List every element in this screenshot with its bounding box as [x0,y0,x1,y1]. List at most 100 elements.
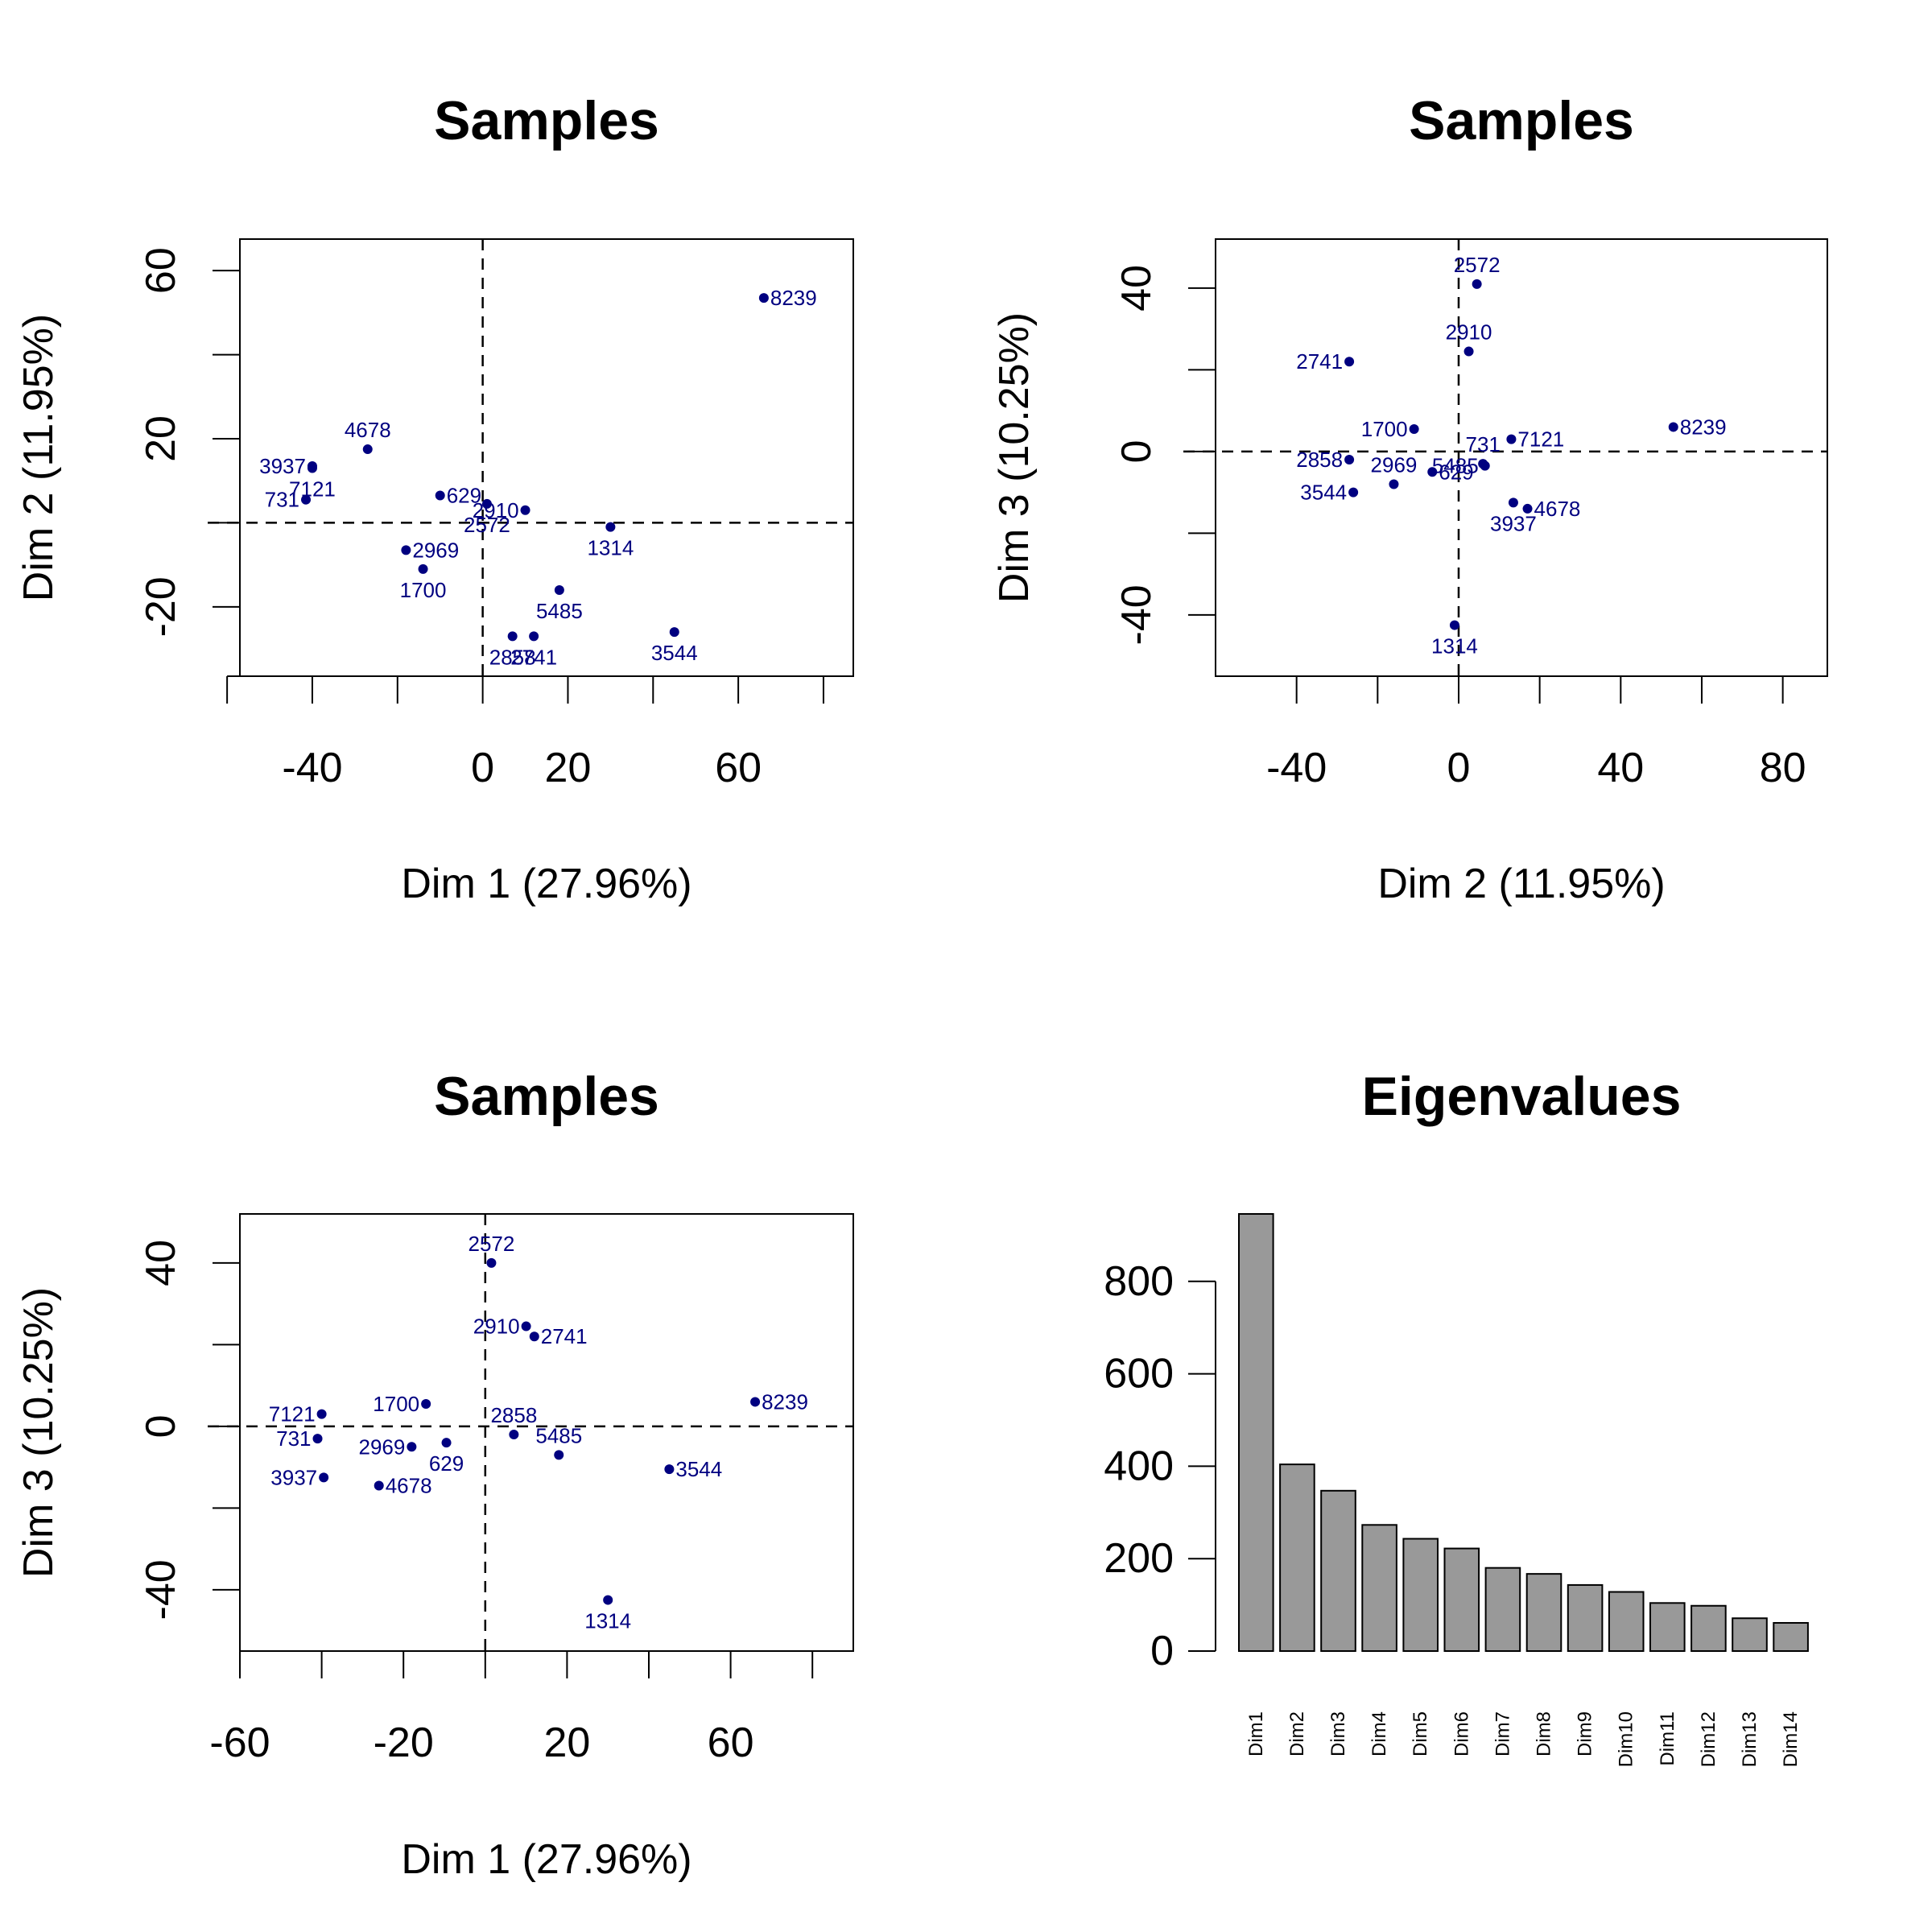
point-label: 731 [276,1426,311,1451]
point-label: 8239 [1680,415,1727,439]
bar-dim7 [1484,1567,1521,1653]
point-label: 7121 [1517,427,1564,452]
x-axis-label: Dim 1 (27.96%) [401,861,691,907]
y-tick-label: -40 [1113,584,1160,645]
y-tick-label: 800 [1104,1258,1174,1305]
bar-dim6 [1443,1547,1480,1653]
point-label: 7121 [289,477,336,502]
point-2741 [529,631,539,642]
y-tick-label: 0 [1150,1628,1174,1674]
y-axis-label: Dim 3 (10.25%) [991,312,1038,603]
y-tick-label: 0 [138,1414,184,1438]
point-3544 [669,627,679,638]
point-1700 [421,1398,431,1409]
point-2858 [1344,455,1355,465]
x-category-label: Dim8 [1534,1711,1555,1757]
x-category-label: Dim6 [1451,1711,1472,1757]
point-3937 [1508,497,1518,508]
point-1700 [1409,423,1419,434]
x-tick-label: -40 [282,745,342,791]
point-label: 1700 [400,578,447,602]
point-731 [301,494,312,505]
scatter-panel-1: Samples Dim 1 (27.96%) Dim 2 (11.95%) -40 0 2… [15,90,854,907]
point-1700 [418,564,428,574]
y-axis-label: Dim 2 (11.95%) [15,314,62,601]
point-label: 1700 [373,1392,419,1416]
point-label: 3544 [1300,481,1347,505]
x-category-label: Dim2 [1286,1711,1308,1757]
x-category-label: Dim1 [1245,1711,1267,1757]
point-8239 [1668,422,1678,432]
x-tick-label: 0 [471,745,494,791]
point-2858 [509,1430,519,1440]
x-category-label: Dim7 [1492,1711,1513,1757]
point-label: 5485 [536,599,583,623]
bar-dim10 [1608,1591,1645,1653]
bar-dim13 [1732,1617,1768,1653]
bar-dim5 [1402,1538,1439,1653]
point-1314 [603,1595,613,1605]
point-label: 2572 [1454,253,1501,277]
x-tick-label: 80 [1760,745,1806,791]
x-category-label: Dim14 [1780,1711,1802,1767]
y-tick-label: 40 [1113,265,1160,312]
point-3937 [319,1472,329,1483]
x-tick-label: 0 [1447,745,1471,791]
point-label: 2969 [412,538,459,562]
point-label: 1314 [1431,634,1478,658]
x-category-label: Dim12 [1698,1711,1719,1767]
chart-title: Samples [1409,90,1634,151]
point-2910 [521,1321,531,1331]
x-tick-label: -60 [209,1719,270,1766]
point-label: 2572 [464,513,510,537]
point-2910 [1463,346,1474,357]
point-4678 [362,444,373,455]
point-8239 [758,293,769,303]
point-label: 5485 [1432,454,1479,478]
x-tick-label: 40 [1597,745,1644,791]
bar-dim4 [1361,1524,1397,1653]
point-label: 2910 [473,1315,520,1339]
bar-dim2 [1279,1463,1315,1652]
point-5485 [1480,460,1490,471]
point-1314 [1449,620,1459,630]
point-label: 2858 [489,645,536,669]
point-label: 3544 [651,641,698,665]
point-1314 [605,522,616,532]
y-tick-label: 20 [138,415,184,462]
bar-dim3 [1320,1489,1356,1653]
point-label: 4678 [386,1473,432,1497]
point-label: 629 [1439,460,1473,484]
point-3544 [664,1464,675,1475]
point-7121 [1506,434,1517,444]
point-label: 1314 [584,1609,631,1633]
x-tick-label: 20 [543,1719,590,1766]
point-8239 [750,1397,761,1407]
chart-title: Eigenvalues [1362,1066,1682,1127]
chart-title: Samples [434,1066,659,1127]
point-2741 [529,1331,539,1342]
bar-dim11 [1649,1602,1686,1653]
chart-title: Samples [434,90,659,151]
x-category-label: Dim5 [1410,1711,1431,1757]
point-label: 5485 [535,1423,582,1447]
y-tick-label: 600 [1104,1351,1174,1397]
point-label: 2969 [359,1435,406,1459]
point-label: 2858 [1296,448,1343,472]
point-2969 [407,1442,417,1452]
point-label: 2858 [490,1403,537,1427]
eigenvalue-panel: Eigenvalues 0 200 400 600 800 Dim1 Dim2 Dim3 Dim4… [1104,1066,1809,1767]
point-4678 [1522,503,1533,514]
point-2969 [401,545,411,555]
point-label: 1314 [587,536,634,560]
point-629 [1427,467,1438,477]
point-7121 [316,1409,327,1419]
point-label: 2741 [541,1324,588,1348]
y-tick-label: 400 [1104,1443,1174,1489]
point-2572 [481,498,492,509]
x-category-label: Dim3 [1327,1711,1349,1757]
point-label: 3937 [259,454,306,478]
point-label: 1700 [1361,417,1408,441]
point-label: 3544 [675,1457,722,1481]
